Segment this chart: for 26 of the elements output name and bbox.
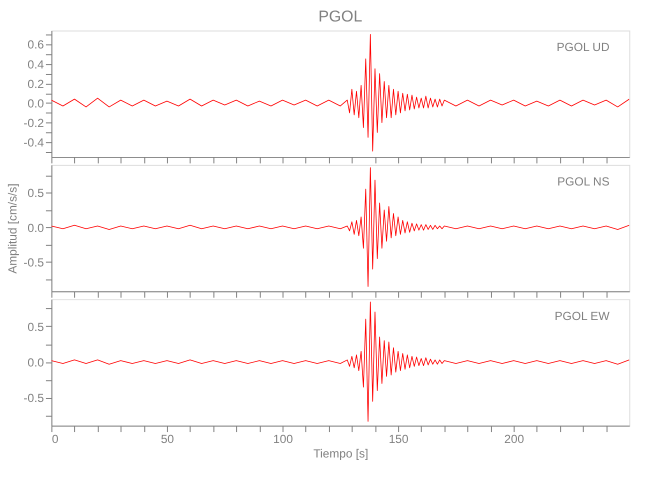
- y-tick-label: 0.5: [27, 320, 44, 334]
- y-axis-title: Amplitud [cm/s/s]: [6, 183, 20, 274]
- y-tick-label: 0.4: [27, 57, 44, 72]
- chart-title: PGOL: [318, 8, 362, 26]
- line-series: [51, 34, 630, 152]
- annotation: PGOL UD: [556, 40, 610, 54]
- x-tick-label: 0: [52, 432, 59, 446]
- y-tick-label: 0.6: [27, 38, 44, 52]
- x-tick-label: 200: [504, 432, 524, 446]
- y-tick-label: 0.0: [27, 96, 44, 110]
- x-axis-title: Tiempo [s]: [313, 446, 368, 461]
- y-tick-label: -0.4: [24, 136, 44, 150]
- y-tick-label: 0.0: [27, 220, 44, 235]
- y-tick-label: 0.5: [27, 186, 44, 200]
- y-tick-label: -0.5: [24, 256, 44, 270]
- x-tick-label: 50: [160, 432, 174, 446]
- y-tick-label: -0.5: [24, 391, 44, 406]
- x-tick-label: 150: [388, 432, 409, 446]
- y-tick-label: -0.2: [24, 116, 44, 130]
- line-series: [51, 167, 630, 287]
- x-tick-label: 100: [273, 432, 294, 446]
- annotation: PGOL NS: [557, 174, 610, 189]
- y-tick-label: 0.2: [27, 76, 44, 91]
- y-tick-label: 0.0: [27, 356, 44, 370]
- line-series: [51, 302, 630, 422]
- annotation: PGOL EW: [554, 308, 610, 323]
